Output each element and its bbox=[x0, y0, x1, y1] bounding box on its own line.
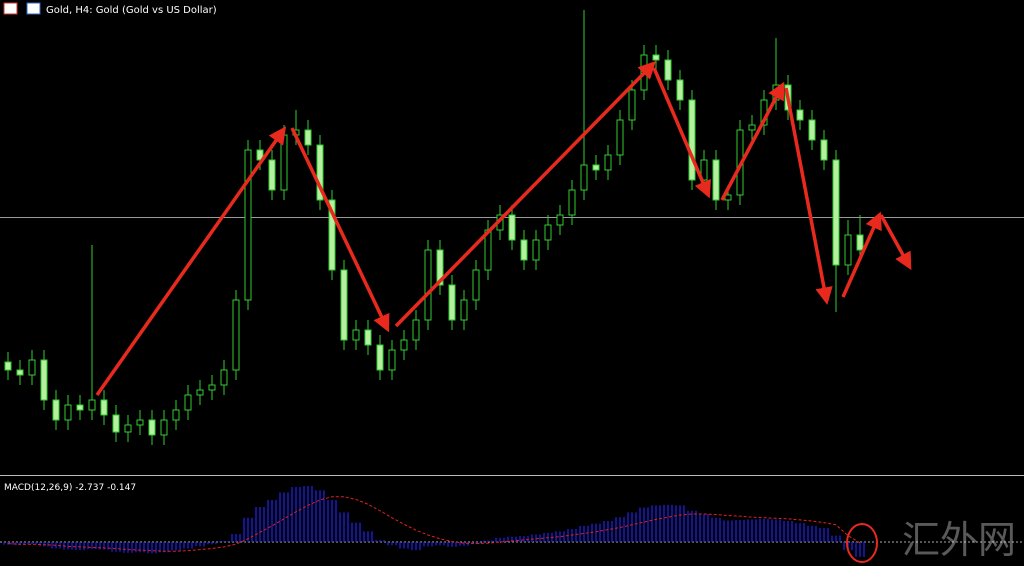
candle-body bbox=[28, 359, 36, 376]
arrow bbox=[95, 126, 287, 397]
candle-body bbox=[64, 404, 72, 421]
icon bbox=[26, 2, 41, 15]
macd-pane bbox=[0, 485, 1024, 557]
candle-body bbox=[580, 164, 588, 191]
highlight-circle bbox=[846, 523, 878, 563]
candle-body bbox=[856, 234, 864, 251]
candle-body bbox=[712, 159, 720, 201]
candle-body bbox=[592, 164, 600, 171]
candle-body bbox=[256, 149, 264, 161]
candle-body bbox=[280, 134, 288, 191]
signal-line bbox=[7, 496, 861, 552]
candle-body bbox=[556, 214, 564, 226]
candle-body bbox=[448, 284, 456, 321]
candle-body bbox=[40, 359, 48, 401]
candle-body bbox=[352, 329, 360, 341]
candle-body bbox=[76, 404, 84, 411]
candle-body bbox=[244, 149, 252, 301]
candle-body bbox=[124, 424, 132, 433]
arrow bbox=[290, 127, 390, 333]
candle-body bbox=[100, 399, 108, 416]
watermark: 汇外网 bbox=[902, 518, 1016, 562]
arrow bbox=[720, 81, 785, 201]
candle-body bbox=[160, 419, 168, 436]
window-icons bbox=[3, 2, 41, 15]
candle-body bbox=[196, 389, 204, 396]
candle-body bbox=[808, 119, 816, 141]
candle-body bbox=[364, 329, 372, 346]
candle-body bbox=[436, 249, 444, 286]
candle-body bbox=[616, 119, 624, 156]
candle-body bbox=[424, 249, 432, 321]
candle-body bbox=[568, 189, 576, 216]
candle-body bbox=[748, 124, 756, 131]
indicator-label: MACD(12,26,9) -2.737 -0.147 bbox=[4, 483, 136, 493]
candle-body bbox=[304, 129, 312, 146]
arrow bbox=[784, 87, 833, 305]
candle-body bbox=[136, 419, 144, 426]
candle-body bbox=[844, 234, 852, 266]
candle-body bbox=[460, 299, 468, 321]
annotations bbox=[95, 61, 912, 397]
candle-body bbox=[628, 89, 636, 121]
icon bbox=[3, 2, 18, 15]
candle-body bbox=[532, 239, 540, 261]
candle-body bbox=[232, 299, 240, 371]
candle-body bbox=[376, 344, 384, 371]
candle-body bbox=[832, 159, 840, 266]
candle-body bbox=[388, 349, 396, 371]
candle-body bbox=[184, 394, 192, 411]
candle-body bbox=[652, 54, 660, 61]
candle-body bbox=[688, 99, 696, 181]
chart-title: Gold, H4: Gold (Gold vs US Dollar) bbox=[46, 5, 217, 16]
candle-body bbox=[508, 214, 516, 241]
candle-body bbox=[268, 159, 276, 191]
arrow bbox=[394, 61, 656, 328]
candle-body bbox=[88, 399, 96, 411]
candle-body bbox=[472, 269, 480, 301]
candle-body bbox=[148, 419, 156, 436]
arrow bbox=[879, 214, 912, 271]
candle-body bbox=[664, 59, 672, 81]
candle-body bbox=[52, 399, 60, 421]
candle-body bbox=[112, 414, 120, 433]
candle-body bbox=[796, 109, 804, 121]
arrow bbox=[652, 67, 711, 199]
candle-body bbox=[328, 199, 336, 271]
candle-body bbox=[4, 361, 12, 371]
candle-body bbox=[340, 269, 348, 341]
candle-body bbox=[172, 409, 180, 421]
candle-body bbox=[208, 384, 216, 391]
candle-body bbox=[604, 154, 612, 171]
arrow bbox=[841, 211, 882, 298]
candle-body bbox=[400, 339, 408, 351]
candle-body bbox=[16, 369, 24, 376]
candle-body bbox=[520, 239, 528, 261]
candle-body bbox=[220, 369, 228, 386]
candle-body bbox=[316, 144, 324, 201]
candle-body bbox=[676, 79, 684, 101]
candle-body bbox=[412, 319, 420, 341]
candle-body bbox=[544, 224, 552, 241]
candle-body bbox=[820, 139, 828, 161]
